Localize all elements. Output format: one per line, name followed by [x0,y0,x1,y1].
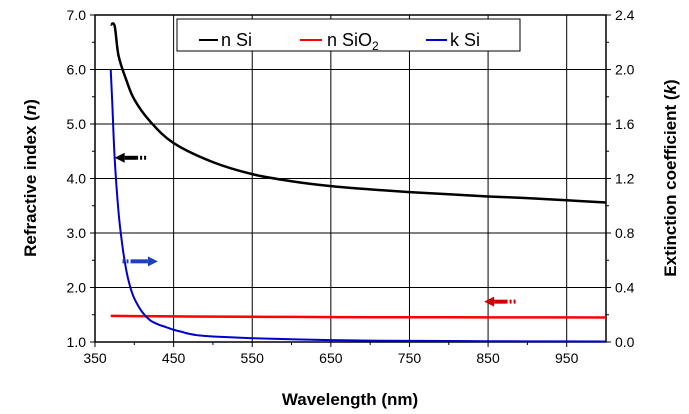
x-tick-label: 750 [398,350,422,366]
legend-label-n-si: n Si [221,30,252,50]
y-right-tick-label: 1.6 [615,116,635,132]
annotation-arrow [484,296,516,307]
x-tick-label: 950 [555,350,579,366]
y-left-tick-label: 1.0 [67,334,87,350]
y-right-tick-label: 2.4 [615,7,635,23]
x-axis-ticks: 350 450 550 650 750 850 950 [83,342,579,366]
y-left-axis-title-text: Refractive index ( [21,115,40,257]
y-right-tick-label: 0.0 [615,334,635,350]
y-left-axis-title-var: n [21,105,40,115]
y-left-tick-label: 5.0 [67,116,87,132]
annotation-arrow [122,256,158,267]
y-right-tick-label: 0.8 [615,225,635,241]
legend-label-k-si: k Si [450,30,480,50]
y-right-axis-title: Extinction coefficient (k) [661,79,680,276]
y-left-tick-label: 7.0 [67,7,87,23]
annotation-arrow [114,152,147,163]
y-right-tick-label: 2.0 [615,62,635,78]
series-line-n-sio2 [110,314,607,319]
legend-label-n-sio2: n SiO2 [327,30,379,53]
y-left-tick-label: 2.0 [67,280,87,296]
y-left-tick-label: 3.0 [67,225,87,241]
x-tick-label: 650 [319,350,343,366]
annotation-arrow-head [147,256,158,267]
x-tick-label: 850 [476,350,500,366]
y-left-axis-title-close: ) [21,99,40,105]
y-left-tick-label: 4.0 [67,171,87,187]
x-tick-label: 550 [241,350,265,366]
series-line-k-si [109,69,607,343]
y-left-axis-ticks: 1.0 2.0 3.0 4.0 5.0 6.0 7.0 [67,7,95,350]
y-right-tick-label: 1.2 [615,171,635,187]
x-axis-title: Wavelength (nm) [282,390,418,409]
x-tick-label: 450 [162,350,186,366]
x-tick-label: 350 [83,350,107,366]
y-left-axis-title: Refractive index (n) [21,99,40,257]
y-right-axis-ticks: 0.0 0.4 0.8 1.2 1.6 2.0 2.4 [606,7,635,350]
y-right-tick-label: 0.4 [615,280,635,296]
grid [95,15,606,342]
y-right-axis-title-close: ) [661,79,680,85]
series-group [109,22,607,343]
y-right-axis-title-var: k [661,83,680,94]
legend-label-n-sio2-sub: 2 [372,39,379,53]
legend: n Si n SiO2 k Si [176,18,521,53]
legend-box [176,18,521,52]
series-line-n-si [110,22,607,204]
annotation-arrow-head [484,296,495,307]
legend-label-n-sio2-main: n SiO [327,30,372,50]
annotation-arrow-head [114,152,125,163]
annotation-arrows [114,152,516,307]
y-right-axis-title-text: Extinction coefficient ( [661,94,680,277]
y-left-tick-label: 6.0 [67,62,87,78]
